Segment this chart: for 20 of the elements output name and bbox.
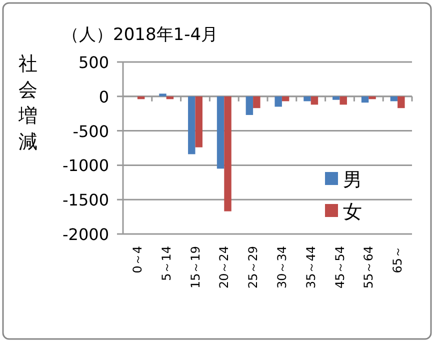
x-tick-label: 35～44 <box>304 246 318 289</box>
y-tick-label: -500 <box>72 122 109 141</box>
y-tick-label: 0 <box>98 87 109 106</box>
y-tick-label: -1000 <box>62 156 109 176</box>
x-tick-label: 0～4 <box>130 246 144 274</box>
x-tick-label: 45～54 <box>332 246 347 289</box>
x-tick-label: 15～19 <box>188 246 202 289</box>
x-tick-label: 25～29 <box>246 246 260 289</box>
y-tick-label: 500 <box>78 53 109 72</box>
x-tick-label: 20～24 <box>217 246 232 289</box>
ylabel: 社会増減 <box>18 53 38 153</box>
x-tick-label: 5～14 <box>159 246 174 281</box>
x-tick-label: 30～34 <box>274 246 289 289</box>
y-tick-label: -2000 <box>62 225 109 244</box>
legend-label: 男 <box>343 169 362 191</box>
legend-label: 女 <box>343 201 362 223</box>
y-tick-label: -1500 <box>62 190 109 210</box>
x-tick-label: 65～ <box>390 246 405 274</box>
x-tick-label: 55～64 <box>362 246 376 289</box>
chart-title: （人）2018年1-4月 <box>62 25 218 45</box>
